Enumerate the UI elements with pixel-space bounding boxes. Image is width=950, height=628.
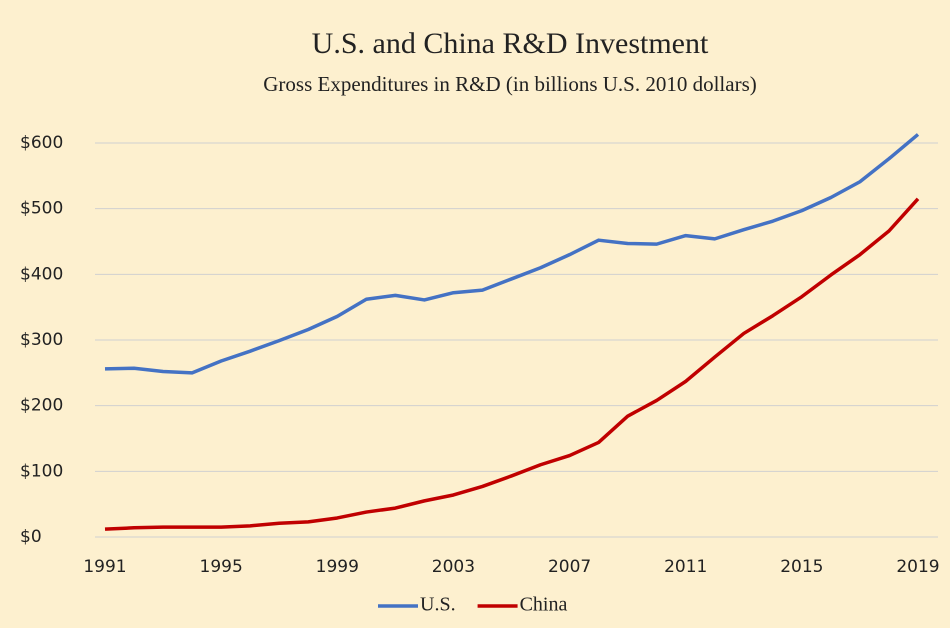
x-tick-label: 1995 (200, 557, 243, 577)
y-tick-label: $0 (20, 527, 42, 547)
y-tick-label: $400 (20, 264, 63, 284)
chart-subtitle: Gross Expenditures in R&D (in billions U… (263, 72, 756, 96)
x-tick-label: 2015 (780, 557, 823, 577)
x-tick-label: 2007 (548, 557, 591, 577)
y-tick-label: $300 (20, 330, 63, 350)
chart-title: U.S. and China R&D Investment (312, 27, 709, 60)
y-tick-label: $600 (20, 133, 63, 153)
x-tick-label: 2019 (896, 557, 939, 577)
x-tick-label: 1991 (83, 557, 126, 577)
x-tick-label: 2011 (664, 557, 707, 577)
y-tick-label: $200 (20, 396, 63, 416)
y-tick-label: $100 (20, 461, 63, 481)
y-tick-label: $500 (20, 199, 63, 219)
series-line (104, 133, 920, 375)
series-line (104, 197, 920, 531)
legend-label: China (520, 594, 568, 616)
legend-label: U.S. (420, 594, 456, 616)
x-tick-label: 1999 (316, 557, 359, 577)
x-tick-label: 2003 (432, 557, 475, 577)
